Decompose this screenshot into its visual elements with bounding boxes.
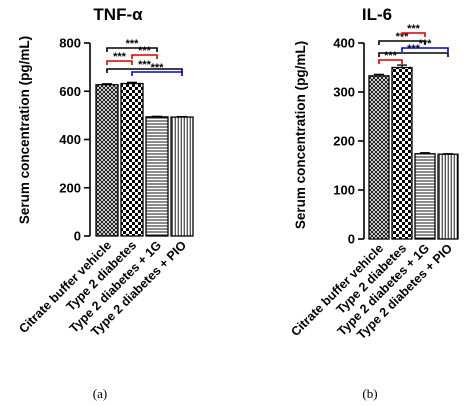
chart-panel-il-6: IL-6 Serum concentration (pg/mL) 0 100 200… [288,5,459,401]
significance-label: *** [407,23,421,35]
significance-bracket [106,68,183,73]
significance-bracket [401,32,426,37]
y-tick-label: 0 [348,232,355,247]
significance-bracket [378,52,449,57]
bar [368,75,390,240]
significance-bracket [378,40,426,45]
panel-caption: (b) [362,386,377,401]
y-axis-label: Serum concentration (pg/mL) [17,36,32,224]
significance-label: *** [138,59,152,71]
bar [145,116,169,237]
bar [437,153,459,240]
significance-bracket [401,47,449,52]
significance-bracket [106,47,158,52]
y-tick-label: 400 [333,36,355,51]
bar [391,66,413,240]
significance-bracket [106,60,133,65]
y-tick-label: 200 [59,180,81,195]
significance-bracket [378,59,403,64]
significance-bracket [131,71,183,76]
y-tick-label: 400 [59,132,81,147]
y-tick-label: 300 [333,85,355,100]
bar [414,153,436,240]
chart-title: IL-6 [362,5,392,24]
chart-title: TNF-α [93,5,143,24]
y-tick-label: 200 [333,134,355,149]
significance-label: *** [384,50,398,62]
y-tick-label: 800 [59,36,81,51]
significance-bracket [131,54,158,59]
chart-panel-tnf-alpha: TNF-α Serum concentration (pg/mL) 0 200 40… [16,5,194,401]
significance-label: *** [151,62,165,74]
significance-label: *** [126,38,140,50]
bar [170,116,194,237]
y-tick-label: 600 [59,84,81,99]
y-tick-label: 0 [74,229,81,244]
bar [95,84,119,237]
panel-caption: (a) [93,386,107,401]
significance-label: *** [407,43,421,55]
y-tick-label: 100 [333,183,355,198]
significance-label: *** [113,51,127,63]
bar [120,82,144,237]
significance-label: *** [138,45,152,57]
significance-label: *** [419,38,433,50]
y-axis-label: Serum concentration (pg/mL) [293,41,308,229]
